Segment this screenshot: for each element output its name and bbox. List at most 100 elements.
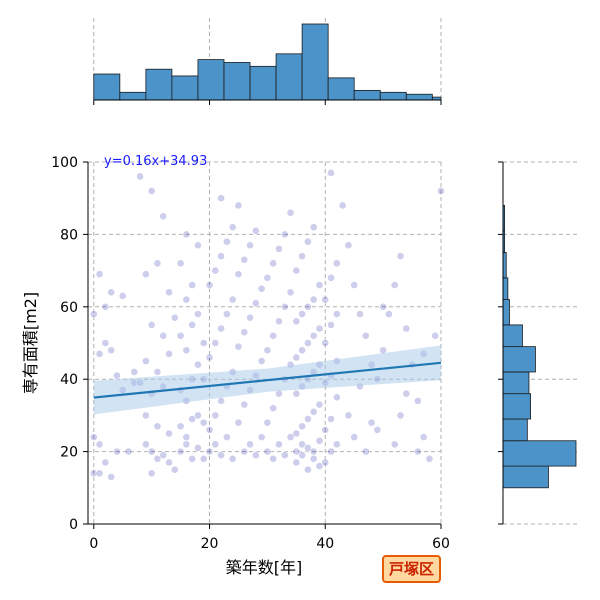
scatter-point (350, 281, 359, 289)
scatter-point (257, 433, 266, 442)
scatter-point (222, 433, 231, 442)
scatter-point (309, 223, 318, 232)
scatter-point (385, 310, 393, 318)
y-tick-label: 60 (60, 300, 78, 316)
scatter-point (298, 440, 307, 449)
scatter-point (379, 302, 388, 311)
scatter-point (321, 458, 330, 467)
x-axis-title: 築年数[年] (226, 558, 303, 577)
scatter-point (402, 389, 411, 398)
scatter-point (356, 310, 364, 318)
y-histogram-bar (502, 418, 528, 442)
scatter-point (188, 454, 197, 463)
y-tick-label: 40 (60, 372, 78, 388)
scatter-point (275, 389, 283, 398)
x-histogram-bar (301, 23, 329, 101)
scatter-point (211, 411, 220, 420)
ward-badge: 戸塚区 (382, 555, 442, 583)
scatter-point (101, 458, 110, 467)
x-histogram-bar (327, 77, 355, 101)
scatter-point (292, 317, 301, 326)
scatter-point (240, 255, 249, 264)
scatter-point (95, 469, 104, 478)
scatter-point (205, 425, 214, 434)
scatter-point (188, 281, 197, 289)
scatter-point (327, 447, 335, 456)
scatter-point (176, 422, 185, 431)
scatter-point (344, 241, 353, 250)
scatter-point (199, 339, 208, 347)
scatter-point (286, 433, 295, 442)
scatter-point (379, 346, 388, 355)
scatter-point (194, 411, 202, 420)
scatter-point (332, 259, 341, 268)
scatter-point (228, 295, 237, 304)
scatter-point (304, 302, 312, 311)
scatter-point (246, 313, 254, 322)
scatter-point (269, 259, 278, 268)
scatter-point (182, 230, 191, 239)
scatter-point (390, 281, 399, 289)
x-histogram-bar (119, 91, 147, 101)
scatter-point (141, 411, 150, 420)
scatter-point (153, 422, 162, 431)
scatter-point (217, 451, 225, 460)
scatter-point (292, 266, 301, 275)
scatter-point (194, 444, 202, 452)
x-histogram-bar (353, 89, 381, 101)
x-tick-label: 40 (316, 536, 334, 552)
scatter-point (95, 440, 104, 449)
scatter-point (199, 418, 208, 427)
scatter-point (141, 270, 150, 279)
scatter-point (275, 244, 283, 253)
scatter-point (257, 357, 266, 365)
scatter-point (246, 241, 254, 250)
scatter-point (327, 320, 335, 329)
scatter-point (280, 302, 289, 311)
scatter-point (194, 241, 202, 250)
scatter-point (304, 444, 312, 452)
scatter-point (194, 310, 202, 318)
scatter-point (315, 324, 324, 333)
scatter-point (107, 346, 116, 355)
scatter-point (107, 473, 116, 481)
y-histogram-bar (502, 324, 523, 348)
scatter-point (147, 447, 156, 456)
scatter-point (338, 201, 347, 210)
y-histogram-bar (502, 393, 531, 420)
scatter-point (182, 295, 191, 304)
y-tick-label: 100 (51, 155, 78, 171)
scatter-point (136, 172, 144, 181)
scatter-point (315, 281, 324, 289)
scatter-point (211, 339, 220, 347)
scatter-point (234, 270, 243, 279)
regression-line (93, 361, 442, 399)
scatter-point (292, 389, 301, 398)
scatter-point (188, 415, 197, 423)
scatter-point (165, 429, 173, 438)
scatter-point (350, 433, 359, 442)
scatter-point (327, 168, 335, 177)
scatter-point (321, 295, 330, 304)
y-histogram-bar (502, 346, 536, 373)
scatter-point (263, 273, 272, 282)
scatter-point (176, 259, 185, 268)
scatter-point (396, 411, 405, 420)
scatter-point (361, 331, 370, 340)
scatter-point (95, 349, 104, 358)
scatter-point (263, 418, 272, 427)
scatter-point (269, 454, 278, 463)
x-histogram-bar (197, 59, 225, 101)
scatter-point (298, 252, 307, 261)
scatter-point (332, 440, 341, 449)
scatter-point (251, 299, 260, 308)
y-tick-label: 0 (69, 517, 78, 533)
scatter-point (390, 440, 399, 449)
y-histogram-bar (502, 440, 577, 467)
scatter-point (205, 447, 214, 456)
marginal-y-histogram (498, 161, 580, 525)
scatter-point (89, 469, 98, 478)
scatter-point (251, 451, 260, 460)
scatter-point (327, 273, 335, 282)
scatter-point (234, 201, 243, 210)
